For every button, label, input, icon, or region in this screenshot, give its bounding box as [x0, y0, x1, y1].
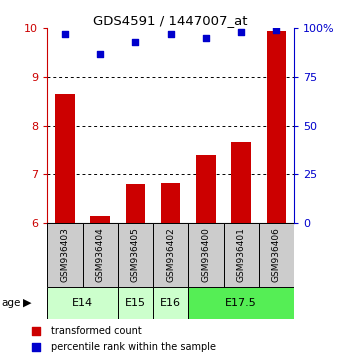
Point [33, 328, 39, 334]
Text: ▶: ▶ [23, 298, 31, 308]
Bar [232, 142, 251, 223]
Point [133, 39, 138, 45]
Text: transformed count: transformed count [51, 326, 142, 336]
Bar [47, 287, 118, 319]
Bar [153, 223, 188, 287]
Bar [118, 223, 153, 287]
Text: E17.5: E17.5 [225, 298, 257, 308]
Point [97, 51, 103, 56]
Text: GSM936401: GSM936401 [237, 227, 246, 282]
Bar [267, 31, 286, 223]
Bar [188, 287, 294, 319]
Text: E16: E16 [160, 298, 181, 308]
Text: GSM936406: GSM936406 [272, 227, 281, 282]
Bar [47, 223, 82, 287]
Bar [188, 223, 223, 287]
Text: percentile rank within the sample: percentile rank within the sample [51, 342, 216, 352]
Point [274, 27, 279, 33]
Bar [126, 184, 145, 223]
Text: GSM936405: GSM936405 [131, 227, 140, 282]
Bar [196, 155, 216, 223]
Text: GSM936402: GSM936402 [166, 228, 175, 282]
Point [239, 29, 244, 35]
Bar [223, 223, 259, 287]
Bar [161, 183, 180, 223]
Text: GSM936403: GSM936403 [61, 227, 69, 282]
Bar [259, 223, 294, 287]
Bar [82, 223, 118, 287]
Bar [91, 216, 110, 223]
Point [62, 32, 68, 37]
Text: E15: E15 [125, 298, 146, 308]
Text: GSM936404: GSM936404 [96, 228, 105, 282]
Bar [153, 287, 188, 319]
Text: age: age [2, 298, 21, 308]
Bar [55, 94, 75, 223]
Title: GDS4591 / 1447007_at: GDS4591 / 1447007_at [93, 14, 248, 27]
Text: E14: E14 [72, 298, 93, 308]
Point [168, 32, 173, 37]
Text: GSM936400: GSM936400 [201, 227, 211, 282]
Bar [118, 287, 153, 319]
Point [33, 344, 39, 350]
Point [203, 35, 209, 41]
